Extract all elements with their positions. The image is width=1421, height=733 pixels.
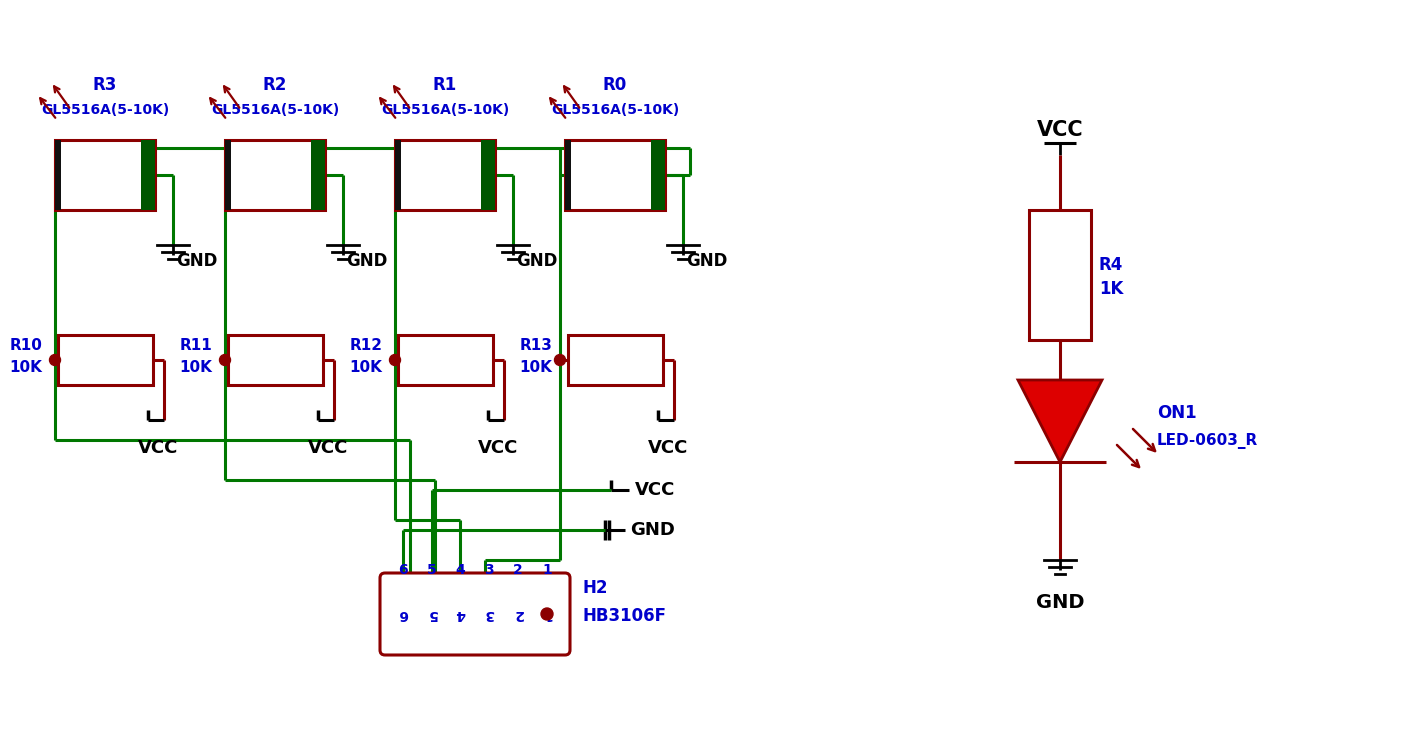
Text: GND: GND: [630, 521, 675, 539]
Text: 6: 6: [398, 607, 408, 621]
Text: 4: 4: [456, 607, 466, 621]
FancyBboxPatch shape: [225, 140, 325, 210]
Text: 3: 3: [485, 607, 495, 621]
Text: VCC: VCC: [648, 439, 688, 457]
Text: VCC: VCC: [138, 439, 178, 457]
Bar: [141, 140, 155, 210]
Text: GL5516A(5-10K): GL5516A(5-10K): [210, 103, 340, 117]
Text: GND: GND: [176, 252, 217, 270]
Text: R1: R1: [433, 76, 458, 94]
Text: 1: 1: [543, 607, 551, 621]
Bar: [311, 140, 325, 210]
Bar: [480, 140, 495, 210]
Text: 10K: 10K: [350, 361, 382, 375]
Text: 5: 5: [426, 607, 436, 621]
Polygon shape: [1017, 380, 1103, 462]
Text: VCC: VCC: [635, 481, 675, 499]
Text: GND: GND: [686, 252, 728, 270]
Text: HB3106F: HB3106F: [583, 607, 666, 625]
Text: R10: R10: [10, 337, 43, 353]
FancyBboxPatch shape: [395, 140, 495, 210]
Text: 6: 6: [398, 563, 408, 577]
FancyBboxPatch shape: [567, 335, 662, 385]
Text: GND: GND: [1036, 592, 1084, 611]
FancyBboxPatch shape: [57, 335, 152, 385]
Text: H2: H2: [583, 579, 608, 597]
Text: R13: R13: [520, 337, 553, 353]
Text: LED-0603_R: LED-0603_R: [1157, 433, 1258, 449]
Text: VCC: VCC: [477, 439, 519, 457]
Text: 5: 5: [426, 563, 436, 577]
Text: R4: R4: [1098, 256, 1124, 274]
FancyBboxPatch shape: [566, 140, 665, 210]
Bar: [395, 140, 401, 210]
FancyBboxPatch shape: [55, 140, 155, 210]
FancyBboxPatch shape: [379, 573, 570, 655]
Bar: [651, 140, 665, 210]
Text: 2: 2: [513, 563, 523, 577]
Text: GL5516A(5-10K): GL5516A(5-10K): [551, 103, 679, 117]
Text: GL5516A(5-10K): GL5516A(5-10K): [381, 103, 509, 117]
Text: GND: GND: [516, 252, 557, 270]
Text: 1: 1: [543, 563, 551, 577]
Text: 2: 2: [513, 607, 523, 621]
Text: 10K: 10K: [10, 361, 43, 375]
Text: GL5516A(5-10K): GL5516A(5-10K): [41, 103, 169, 117]
Text: R12: R12: [350, 337, 382, 353]
Text: 3: 3: [485, 563, 495, 577]
Text: ON1: ON1: [1157, 404, 1196, 422]
Circle shape: [50, 355, 61, 366]
Bar: [55, 140, 61, 210]
Circle shape: [554, 355, 566, 366]
FancyBboxPatch shape: [1029, 210, 1091, 340]
Text: 10K: 10K: [520, 361, 553, 375]
Text: VCC: VCC: [308, 439, 348, 457]
Bar: [566, 140, 571, 210]
Circle shape: [389, 355, 401, 366]
Circle shape: [219, 355, 230, 366]
Text: 4: 4: [456, 563, 466, 577]
Text: 1K: 1K: [1098, 280, 1124, 298]
Text: GND: GND: [347, 252, 388, 270]
FancyBboxPatch shape: [227, 335, 323, 385]
Text: VCC: VCC: [1037, 120, 1083, 140]
Circle shape: [541, 608, 553, 620]
Text: R2: R2: [263, 76, 287, 94]
Bar: [225, 140, 232, 210]
Text: R11: R11: [179, 337, 212, 353]
Text: 10K: 10K: [179, 361, 212, 375]
Text: R3: R3: [92, 76, 117, 94]
Text: R0: R0: [603, 76, 627, 94]
FancyBboxPatch shape: [398, 335, 493, 385]
